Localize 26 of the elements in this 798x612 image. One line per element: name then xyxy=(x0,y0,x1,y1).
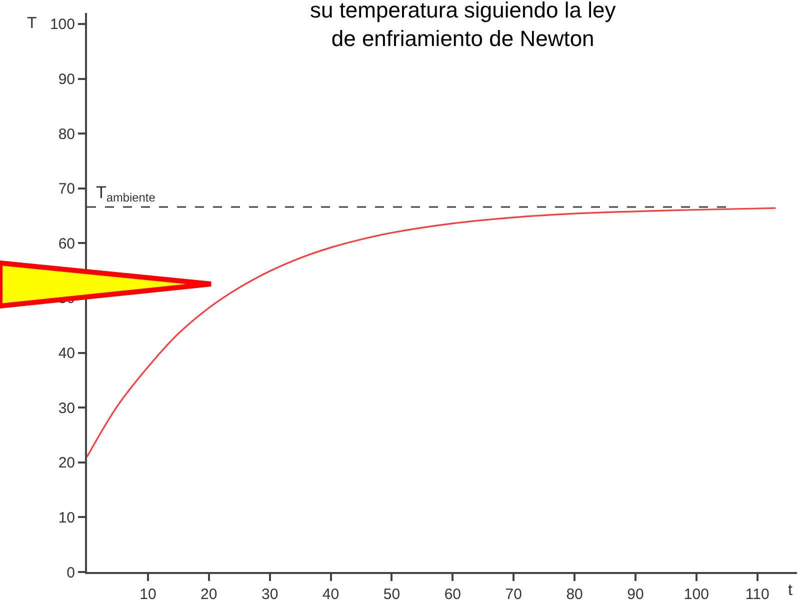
y-tick-label: 20 xyxy=(58,454,75,472)
line-series xyxy=(87,207,776,458)
y-axis-title: T xyxy=(27,15,37,32)
chart-title: su temperatura siguiendo la ley de enfriamiento de Newton xyxy=(310,0,616,51)
x-tick-label: 110 xyxy=(745,586,770,603)
x-axis-title: t xyxy=(788,582,793,599)
x-tick-label: 10 xyxy=(140,586,156,603)
x-tick-label: 100 xyxy=(684,586,709,603)
x-tick-label: 70 xyxy=(505,586,522,603)
y-tick-label: 100 xyxy=(50,16,75,34)
x-tick-label: 50 xyxy=(383,586,400,603)
x-tick-label: 80 xyxy=(566,586,583,603)
x-tick-label: 90 xyxy=(627,586,644,603)
x-tick-label: 20 xyxy=(200,586,218,603)
y-tick-label: 90 xyxy=(58,71,75,88)
y-tick-label: 40 xyxy=(58,345,75,362)
y-tick-label: 60 xyxy=(58,235,75,252)
y-tick-label: 30 xyxy=(58,400,75,417)
x-tick-label: 40 xyxy=(322,586,340,603)
x-tick-label: 30 xyxy=(261,586,278,603)
x-tick-label: 60 xyxy=(444,586,462,603)
ref-line-label: T$_{ambiente}$ xyxy=(96,183,156,205)
y-tick-label: 70 xyxy=(58,180,75,198)
y-tick-label: 0 xyxy=(66,564,75,582)
y-tick-label: 10 xyxy=(58,509,75,526)
y-tick-label: 80 xyxy=(58,126,75,143)
